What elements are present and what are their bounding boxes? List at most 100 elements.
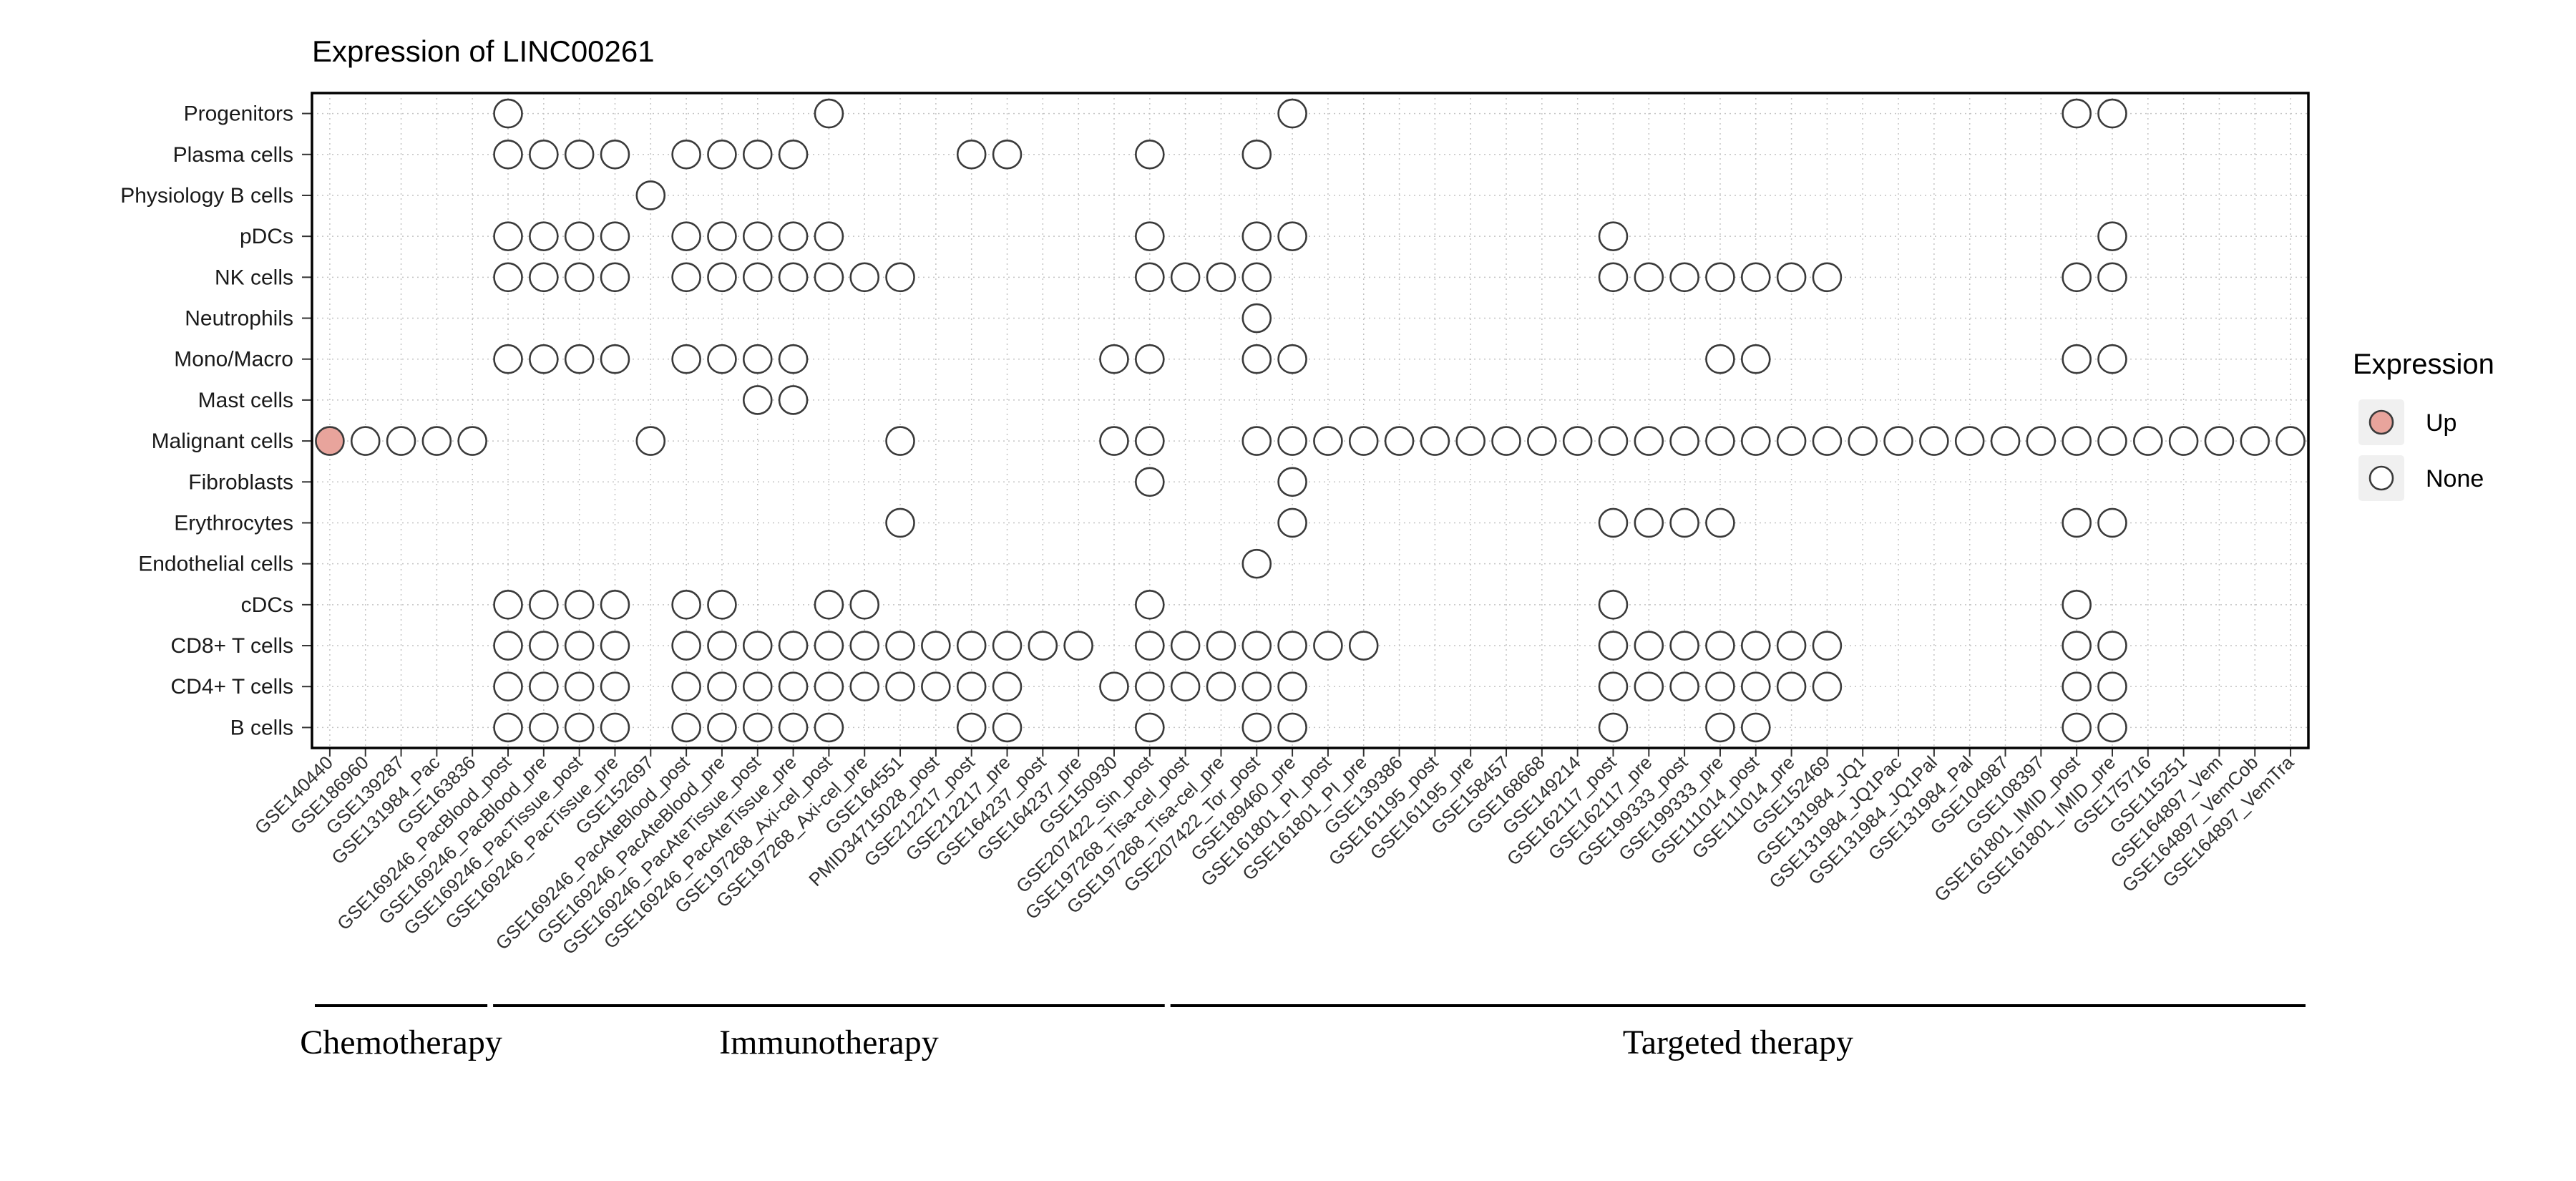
expression-dot-none <box>1099 426 1129 456</box>
expression-dot-none <box>814 98 844 129</box>
expression-dot-none <box>386 426 416 456</box>
expression-dot-none <box>778 671 809 702</box>
expression-dot-none <box>1883 426 1913 456</box>
expression-dot-none <box>742 671 773 702</box>
expression-dot-none <box>1063 631 1093 661</box>
expression-dot-none <box>1634 262 1664 293</box>
y-tick-label: Endothelial cells <box>138 553 293 576</box>
expression-dot-none <box>1241 262 1272 293</box>
expression-dot-none <box>956 712 987 743</box>
expression-dot-none <box>1776 671 1807 702</box>
expression-dot-none <box>1634 507 1664 538</box>
y-tick-label: NK cells <box>215 266 293 289</box>
expression-dot-none <box>564 671 595 702</box>
expression-dot-none <box>849 631 880 661</box>
expression-dot-none <box>1598 262 1629 293</box>
expression-dot-none <box>564 221 595 251</box>
expression-dot-none <box>1669 262 1699 293</box>
legend-up-label: Up <box>2426 409 2457 437</box>
expression-dot-none <box>529 671 559 702</box>
expression-dot-none <box>707 262 737 293</box>
expression-dot-none <box>707 671 737 702</box>
expression-dot-none <box>635 180 666 210</box>
expression-dot-none <box>671 631 701 661</box>
expression-dot-none <box>493 139 523 170</box>
expression-dot-none <box>2097 507 2127 538</box>
expression-dot-none <box>2097 221 2127 251</box>
expression-dot-none <box>1135 590 1165 620</box>
expression-dot-none <box>564 631 595 661</box>
expression-dot-none <box>529 631 559 661</box>
expression-dot-none <box>1241 631 1272 661</box>
plot-border <box>311 92 2310 749</box>
therapy-group-label: Chemotherapy <box>300 1024 502 1061</box>
expression-dot-none <box>1705 712 1735 743</box>
expression-dot-none <box>1206 631 1236 661</box>
expression-dot-none <box>1598 671 1629 702</box>
expression-dot-none <box>671 262 701 293</box>
expression-dot-none <box>2097 631 2127 661</box>
expression-dot-none <box>1598 221 1629 251</box>
expression-dot-none <box>707 344 737 374</box>
expression-dot-none <box>1277 467 1307 497</box>
expression-dot-none <box>1028 631 1058 661</box>
expression-dot-none <box>1598 590 1629 620</box>
expression-dot-none <box>671 139 701 170</box>
expression-dot-none <box>1705 507 1735 538</box>
expression-dot-none <box>814 631 844 661</box>
therapy-group-label: Immunotherapy <box>719 1024 939 1061</box>
expression-dot-none <box>1705 344 1735 374</box>
expression-dot-none <box>529 139 559 170</box>
expression-dot-none <box>814 221 844 251</box>
expression-dot-none <box>493 98 523 129</box>
expression-dot-none <box>1135 631 1165 661</box>
expression-dot-none <box>1990 426 2021 456</box>
expression-dot-none <box>1135 426 1165 456</box>
legend: Expression Up None <box>2353 349 2494 501</box>
expression-dot-none <box>1740 631 1771 661</box>
expression-dot-none <box>600 221 630 251</box>
expression-dot-none <box>1669 671 1699 702</box>
expression-dot-none <box>1634 426 1664 456</box>
expression-dot-none <box>778 262 809 293</box>
expression-dot-none <box>1313 426 1343 456</box>
expression-dot-none <box>814 262 844 293</box>
legend-none-swatch-icon <box>2368 465 2394 491</box>
expression-dot-none <box>529 262 559 293</box>
expression-dot-none <box>1705 631 1735 661</box>
expression-dot-none <box>707 139 737 170</box>
expression-dot-none <box>707 590 737 620</box>
plot-area: GSE140440GSE186960GSE139287GSE131984_Pac… <box>120 92 2310 1061</box>
expression-dot-none <box>1455 426 1485 456</box>
expression-dot-none <box>1170 262 1201 293</box>
expression-dot-none <box>1954 426 1985 456</box>
expression-dot-none <box>671 344 701 374</box>
expression-dot-none <box>1348 426 1379 456</box>
expression-dot-none <box>2097 426 2127 456</box>
expression-dot-none <box>2097 98 2127 129</box>
expression-dot-none <box>1241 303 1272 334</box>
y-tick-label: Physiology B cells <box>120 184 293 208</box>
expression-dot-none <box>600 631 630 661</box>
expression-dot-none <box>2062 631 2092 661</box>
expression-dot-none <box>2062 507 2092 538</box>
expression-dot-none <box>1135 671 1165 702</box>
expression-dot-none <box>1241 139 1272 170</box>
legend-up-swatch-icon <box>2368 409 2394 435</box>
expression-dot-none <box>1598 712 1629 743</box>
expression-dot-none <box>1562 426 1593 456</box>
expression-dot-none <box>1776 426 1807 456</box>
expression-dot-none <box>1241 712 1272 743</box>
expression-dot-none <box>849 590 880 620</box>
expression-dot-none <box>2097 671 2127 702</box>
expression-dot-none <box>1669 631 1699 661</box>
expression-dot-none <box>1277 671 1307 702</box>
expression-dot-none <box>1812 671 1843 702</box>
expression-dot-none <box>2062 590 2092 620</box>
expression-dot-none <box>707 631 737 661</box>
expression-dot-none <box>2062 98 2092 129</box>
y-tick-label: CD8+ T cells <box>171 634 293 658</box>
expression-dot-none <box>849 262 880 293</box>
y-tick-label: Fibroblasts <box>188 470 293 494</box>
expression-dot-none <box>849 671 880 702</box>
